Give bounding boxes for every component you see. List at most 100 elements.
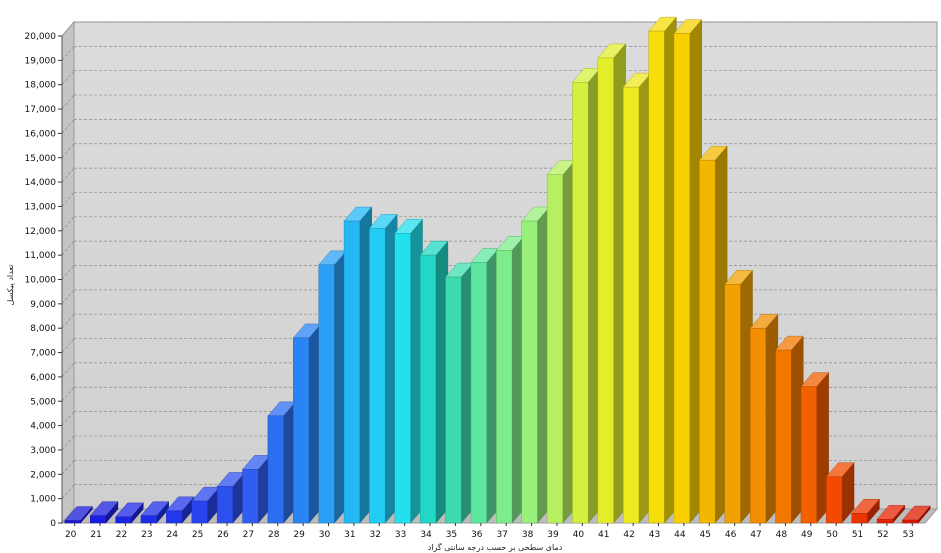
bar-front [673, 33, 690, 524]
bar-front [64, 520, 81, 524]
bar-29 [292, 323, 322, 524]
gridline-side [61, 167, 75, 183]
x-tick-label: 25 [192, 530, 203, 540]
y-tick-label: 16,000 [25, 129, 57, 139]
bar-front [115, 516, 132, 524]
gridline-side [61, 240, 75, 256]
gridline-side [61, 289, 75, 305]
bar-36 [470, 247, 500, 524]
bar-37 [495, 235, 525, 524]
gridline-side [61, 484, 75, 499]
bar-front [724, 284, 741, 524]
x-tick-label: 21 [90, 530, 101, 540]
bar-30 [318, 250, 347, 524]
gridline-side [61, 411, 75, 426]
bar-25 [191, 486, 220, 524]
bar-front [902, 519, 919, 524]
bar-46 [724, 269, 753, 524]
bar-22 [115, 502, 144, 524]
bars [64, 16, 931, 524]
x-tick-label: 36 [471, 530, 483, 540]
x-tick-label: 49 [801, 530, 813, 540]
bar-53 [902, 505, 931, 524]
bar-front [749, 328, 767, 524]
bar-42 [622, 72, 652, 524]
x-tick-label: 41 [598, 530, 609, 540]
bar-21 [89, 501, 119, 524]
y-tick-label: 11,000 [25, 251, 57, 261]
y-tick-label: 0 [50, 519, 56, 529]
bar-24 [165, 496, 195, 524]
bar-front [419, 254, 437, 524]
x-tick-label: 46 [725, 530, 737, 540]
x-tick-label: 40 [573, 530, 585, 540]
y-tick-label: 3,000 [30, 446, 56, 456]
y-tick-label: 4,000 [30, 422, 56, 432]
bar-40 [572, 67, 601, 524]
y-tick-label: 15,000 [25, 154, 57, 164]
y-tick-label: 8,000 [30, 324, 56, 334]
y-axis-ticks: 0 1,000 2,000 3,000 4,000 5,000 6,000 7,000 8,00… [25, 32, 63, 529]
bar-52 [876, 504, 906, 524]
y-tick-label: 6,000 [30, 373, 56, 383]
bar-39 [546, 160, 576, 524]
x-tick-label: 44 [674, 530, 686, 540]
bar-front [470, 262, 487, 524]
x-tick-label: 53 [903, 530, 914, 540]
x-tick-label: 47 [750, 530, 761, 540]
gridline-side [61, 313, 75, 329]
bar-48 [775, 335, 804, 524]
gridline-side [61, 21, 75, 37]
bar-front [496, 250, 513, 524]
x-tick-label: 32 [370, 530, 381, 540]
bar-front [648, 30, 665, 524]
y-tick-label: 20,000 [25, 32, 57, 42]
x-tick-label: 52 [877, 530, 888, 540]
bar-front [572, 82, 589, 524]
x-tick-label: 50 [826, 530, 838, 540]
x-tick-label: 39 [547, 530, 559, 540]
bar-33 [394, 218, 423, 524]
x-tick-label: 34 [420, 530, 432, 540]
bar-32 [368, 213, 398, 524]
bar-27 [242, 454, 271, 524]
bar-23 [140, 501, 170, 524]
y-tick-label: 18,000 [25, 81, 57, 91]
x-axis-ticks: 20 21 22 23 24 25 26 27 28 29 30 31 32 33 34 35 36 37 38 39… [65, 523, 914, 540]
gridline-side [61, 192, 75, 207]
bar-20 [64, 506, 93, 524]
gridline-side [61, 216, 75, 232]
gridline-side [61, 46, 75, 61]
x-tick-label: 20 [65, 530, 77, 540]
bar-28 [267, 401, 297, 524]
x-tick-label: 42 [623, 530, 634, 540]
bar-front [597, 57, 614, 524]
x-tick-label: 43 [649, 530, 660, 540]
x-tick-label: 33 [395, 530, 406, 540]
bar-51 [851, 498, 880, 524]
x-tick-label: 51 [852, 530, 863, 540]
bar-front [216, 486, 234, 524]
bar-front [800, 386, 817, 524]
bar-45 [698, 145, 728, 524]
bar-front [521, 220, 538, 524]
bar-49 [800, 372, 830, 524]
bar-34 [419, 240, 449, 524]
bar-front [166, 510, 183, 524]
y-tick-label: 17,000 [25, 105, 57, 115]
gridline-side [61, 143, 75, 158]
x-tick-label: 26 [217, 530, 229, 540]
bar-front [343, 220, 360, 524]
bar-50 [825, 462, 855, 524]
bar-front [826, 476, 843, 524]
x-tick-label: 29 [293, 530, 305, 540]
y-axis-title: تعداد پیکسل [6, 265, 15, 306]
bar-43 [648, 16, 677, 524]
gridline-side [61, 460, 75, 475]
bar-front [140, 515, 157, 524]
bar-front [699, 159, 716, 524]
x-tick-label: 37 [496, 530, 507, 540]
y-tick-label: 5,000 [30, 397, 56, 407]
x-tick-label: 23 [141, 530, 152, 540]
x-tick-label: 27 [243, 530, 254, 540]
